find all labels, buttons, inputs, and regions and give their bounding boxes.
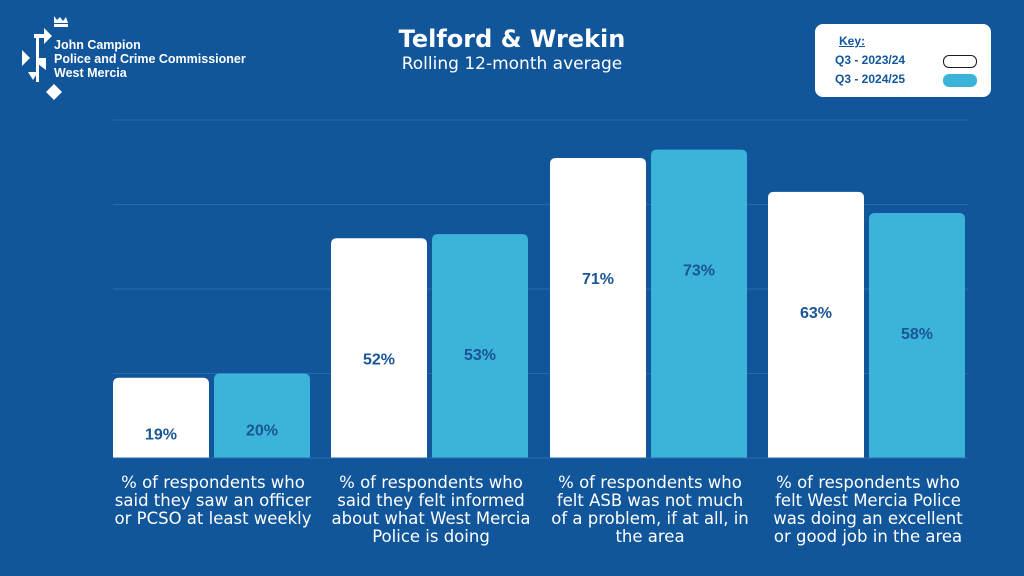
- pcc-logo: John Campion Police and Crime Commission…: [14, 12, 254, 102]
- data-label-2023-24-1: 52%: [363, 351, 395, 368]
- bar-2024-25-3: [869, 212, 965, 458]
- bar-2023-24-3: [768, 191, 864, 458]
- logo-line-name: John Campion: [54, 38, 141, 52]
- category-label-felt-informed: % of respondents who said they felt info…: [331, 473, 531, 546]
- bar-2024-25-0: [214, 373, 310, 458]
- logo-line-role: Police and Crime Commissioner: [54, 52, 246, 66]
- legend-swatch-2023-24: [943, 55, 977, 68]
- data-label-2023-24-2: 71%: [582, 271, 614, 288]
- legend-entry-2023-24: Q3 - 2023/24: [835, 53, 906, 67]
- data-label-2024-25-2: 73%: [683, 263, 715, 280]
- bar-2024-25-1: [432, 234, 528, 458]
- logo-text: John Campion Police and Crime Commission…: [54, 38, 246, 80]
- data-label-2023-24-0: 19%: [145, 427, 177, 444]
- category-label-asb-problem: % of respondents who felt ASB was not mu…: [551, 473, 749, 546]
- chart-title: Telford & Wrekin: [398, 25, 626, 53]
- bar-2023-24-0: [113, 377, 209, 458]
- data-label-2023-24-3: 63%: [800, 305, 832, 322]
- legend-title: Key:: [839, 34, 866, 48]
- legend: Key: Q3 - 2023/24 Q3 - 2024/25: [815, 24, 991, 97]
- crown-emblem-icon: [22, 16, 68, 100]
- data-label-2024-25-1: 53%: [464, 347, 496, 364]
- data-label-2024-25-3: 58%: [901, 326, 933, 343]
- logo-line-region: West Mercia: [54, 66, 127, 80]
- chart-subtitle: Rolling 12-month average: [401, 54, 623, 74]
- bar-2023-24-1: [331, 238, 427, 458]
- category-label-officer-seen: % of respondents who said they saw an of…: [114, 473, 312, 528]
- bar-2024-25-2: [651, 149, 747, 458]
- chart-header: Telford & Wrekin Rolling 12-month averag…: [300, 24, 724, 74]
- legend-entry-2024-25: Q3 - 2024/25: [835, 72, 906, 86]
- data-label-2024-25-0: 20%: [246, 423, 278, 440]
- category-label-police-job: % of respondents who felt West Mercia Po…: [773, 473, 963, 546]
- legend-swatch-2024-25: [943, 74, 977, 87]
- bar-2023-24-2: [550, 158, 646, 458]
